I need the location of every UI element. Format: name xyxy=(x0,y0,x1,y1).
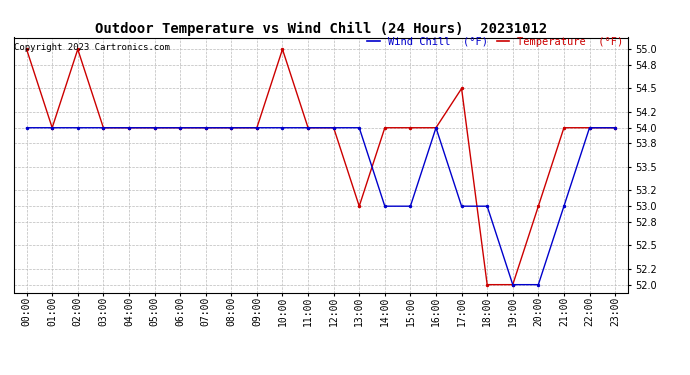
Text: Copyright 2023 Cartronics.com: Copyright 2023 Cartronics.com xyxy=(14,43,170,52)
Title: Outdoor Temperature vs Wind Chill (24 Hours)  20231012: Outdoor Temperature vs Wind Chill (24 Ho… xyxy=(95,22,547,36)
Legend: Wind Chill  (°F), Temperature  (°F): Wind Chill (°F), Temperature (°F) xyxy=(364,32,628,51)
